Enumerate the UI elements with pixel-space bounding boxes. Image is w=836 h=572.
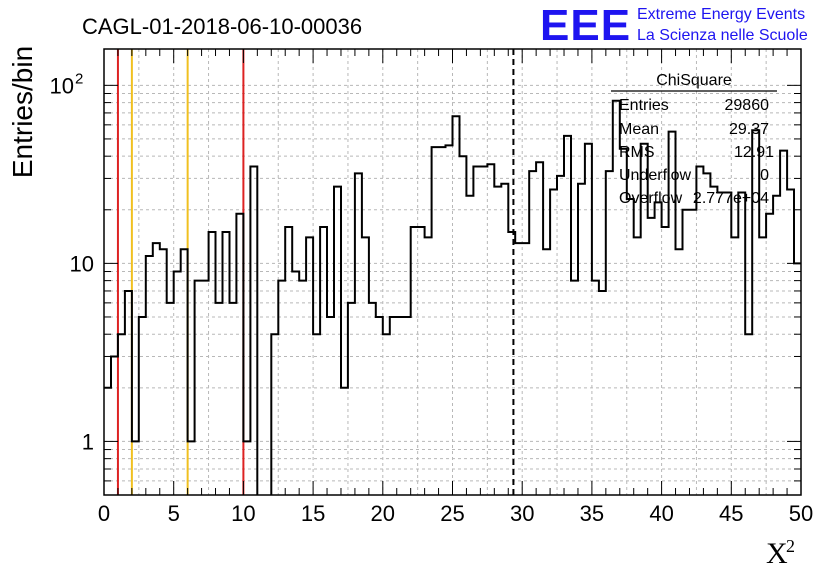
chart-title: CAGL-01-2018-06-10-00036 <box>82 14 362 39</box>
stats-label-mean: Mean <box>619 121 659 138</box>
eee-logo-line1: Extreme Energy Events <box>637 6 805 23</box>
eee-logo-letters: EEE <box>540 1 631 50</box>
y-tick-label-superscript: 2 <box>75 70 83 87</box>
eee-logo-line2: La Scienza nelle Scuole <box>637 27 808 44</box>
y-tick-label: 10 <box>70 251 94 276</box>
x-tick-label: 45 <box>719 501 743 526</box>
x-tick-label: 15 <box>301 501 325 526</box>
x-tick-label: 5 <box>168 501 180 526</box>
stats-label-entries: Entries <box>619 97 669 114</box>
stats-box: ChiSquare Entries 29860 Mean 29.37 RMS 1… <box>611 72 777 207</box>
y-axis-label: Entries/bin <box>7 46 38 178</box>
histogram-series <box>104 99 801 495</box>
stats-value-underflow: 0 <box>760 167 769 184</box>
x-tick-label: 35 <box>580 501 604 526</box>
stats-value-overflow: 2.777e+04 <box>693 190 769 207</box>
x-tick-label: 25 <box>440 501 464 526</box>
stats-label-rms: RMS <box>619 144 655 161</box>
x-tick-label: 40 <box>649 501 673 526</box>
eee-logo: EEE Extreme Energy Events La Scienza nel… <box>540 1 808 50</box>
stats-value-mean: 29.37 <box>729 121 769 138</box>
stats-value-rms: 12.91 <box>734 144 774 161</box>
x-tick-label: 0 <box>98 501 110 526</box>
x-tick-label: 30 <box>510 501 534 526</box>
stats-label-overflow: Overflow <box>619 190 683 207</box>
y-tick-label: 10 <box>50 73 74 98</box>
x-axis-label: X <box>766 537 788 570</box>
x-tick-label: 50 <box>789 501 813 526</box>
x-axis-label-superscript: 2 <box>786 536 795 556</box>
stats-title: ChiSquare <box>656 72 732 89</box>
stats-label-underflow: Underflow <box>619 167 691 184</box>
x-tick-label: 10 <box>231 501 255 526</box>
y-tick-label: 1 <box>82 429 94 454</box>
stats-value-entries: 29860 <box>725 97 770 114</box>
x-tick-label: 20 <box>371 501 395 526</box>
